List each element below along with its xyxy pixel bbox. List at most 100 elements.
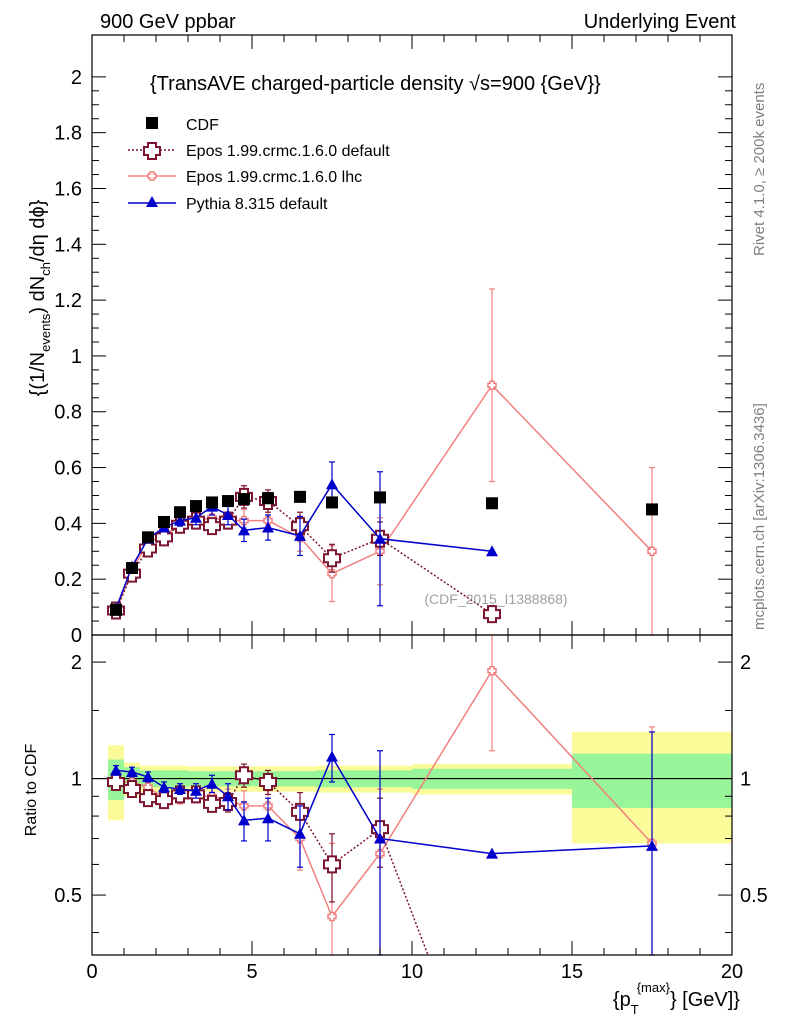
pythia-marker	[294, 529, 306, 541]
ratio-epos-default-marker	[107, 772, 125, 791]
ratio-x-tick-label: 15	[561, 961, 583, 983]
ratio-pythia-marker	[190, 784, 202, 796]
main-plot-panel: 0 0.2 0.4 0.6 0.8 1 1.2 1.4 1.6 1.8 2 {TransAVE ch…	[27, 34, 733, 647]
ratio-plot-panel: 0.5 0.5 1 1 2 2 0 5 10 15 20 Ratio to CDF {pT {max…	[23, 634, 768, 1017]
pythia-marker	[374, 532, 386, 544]
ratio-y-tick-label-right: 2	[740, 652, 751, 674]
pythia-line	[115, 483, 493, 609]
xlabel-sup: {max}	[637, 980, 671, 995]
main-y-tick-label: 0.6	[54, 458, 82, 480]
ratio-pythia-marker	[142, 770, 154, 782]
ratio-y-tick-label-left: 2	[71, 652, 82, 674]
cdf-data-point	[222, 495, 234, 508]
x-axis-label: {pT {max}} [GeV]}	[613, 980, 740, 1017]
main-y-tick-label: 1.2	[54, 290, 82, 312]
ylabel-sub-events: events	[38, 313, 53, 352]
legend-label-pythia: Pythia 8.315 default	[186, 196, 328, 213]
pythia-marker	[486, 545, 498, 557]
plot-title: {TransAVE charged-particle density √s=90…	[150, 73, 601, 95]
legend-marker-epos-default	[143, 142, 161, 160]
ratio-pythia-marker	[374, 832, 386, 844]
cdf-data-point	[110, 603, 122, 616]
cdf-data-point	[126, 562, 138, 575]
ratio-y-tick-label-right: 1	[740, 769, 751, 791]
ratio-x-tick-label: 5	[246, 961, 257, 983]
ratio-y-tick-label-left: 0.5	[54, 885, 82, 907]
legend-label-cdf: CDF	[186, 117, 219, 134]
ratio-epos-default-marker	[123, 779, 141, 798]
cdf-data-point	[158, 515, 170, 528]
main-y-tick-label: 1.4	[54, 234, 82, 256]
pythia-marker	[174, 514, 186, 526]
ylabel-part-1: {(1/N	[27, 352, 49, 396]
main-y-tick-label: 0	[71, 625, 82, 647]
ratio-pythia-marker	[238, 814, 250, 826]
legend-label-epos-lhc: Epos 1.99.crmc.1.6.0 lhc	[186, 169, 362, 186]
header-right: Underlying Event	[584, 11, 737, 33]
ratio-y-tick-label-right: 0.5	[740, 885, 768, 907]
ratio-pythia-marker	[486, 847, 498, 859]
xlabel-part-1: {p	[613, 989, 631, 1011]
cdf-data-point	[262, 492, 274, 505]
epos-lhc-marker	[327, 568, 337, 579]
cdf-data-point	[374, 491, 386, 504]
analysis-watermark: (CDF_2015_I1388868)	[424, 591, 567, 607]
ratio-epos-default-marker	[155, 791, 173, 810]
ratio-pythia-marker	[126, 765, 138, 777]
ylabel-part-2: ) dN	[27, 276, 49, 314]
pythia-marker	[262, 521, 274, 533]
ratio-pythia-marker	[326, 750, 338, 762]
ylabel-part-3: /dη dϕ}	[27, 199, 49, 262]
main-y-tick-label: 1.8	[54, 123, 82, 145]
ratio-y-label: Ratio to CDF	[23, 744, 40, 837]
epos-default-marker	[203, 517, 221, 536]
ratio-epos-default-marker	[203, 794, 221, 813]
ratio-pythia-marker	[646, 839, 658, 851]
ratio-x-tick-label: 0	[86, 961, 97, 983]
rivet-label: Rivet 4.1.0, ≥ 200k events	[751, 83, 768, 256]
main-y-tick-label: 0.2	[54, 569, 82, 591]
ratio-pythia-marker	[262, 812, 274, 824]
ratio-pythia-marker	[174, 782, 186, 794]
legend: CDF Epos 1.99.crmc.1.6.0 default Epos 1.…	[128, 117, 390, 213]
ratio-epos-lhc-marker	[487, 665, 497, 676]
xlabel-sub: T	[631, 1002, 639, 1017]
ratio-epos-default-marker	[139, 789, 157, 808]
cdf-data-point	[142, 531, 154, 544]
cdf-data-point	[486, 497, 498, 510]
ratio-x-axis: 0 5 10 15 20	[86, 635, 743, 983]
pythia-marker	[326, 478, 338, 490]
main-y-axis: 0 0.2 0.4 0.6 0.8 1 1.2 1.4 1.6 1.8 2	[54, 35, 733, 647]
ratio-x-tick-label: 10	[401, 961, 423, 983]
pythia-marker	[222, 509, 234, 520]
main-y-label: {(1/Nevents) dNch/dη dϕ}	[27, 199, 53, 396]
epos-lhc-marker	[487, 380, 497, 390]
header-left: 900 GeV ppbar	[100, 11, 236, 33]
ratio-pythia-marker	[294, 827, 306, 839]
ratio-x-tick-label: 20	[721, 961, 743, 983]
epos-lhc-marker	[647, 546, 657, 557]
main-y-tick-label: 1	[71, 346, 82, 368]
svg-text:{(1/Nevents) dNch/dη dϕ}: {(1/Nevents) dNch/dη dϕ}	[27, 199, 53, 396]
ratio-pythia-marker	[206, 777, 218, 789]
ratio-pythia-marker	[222, 790, 234, 802]
ratio-plot-content	[92, 634, 732, 956]
epos-default-marker	[323, 549, 341, 568]
ratio-y-tick-label-left: 1	[71, 769, 82, 791]
mcplots-label: mcplots.cern.ch [arXiv:1306.3436]	[751, 403, 768, 630]
cdf-data-point	[238, 493, 250, 506]
main-y-tick-label: 0.4	[54, 513, 82, 535]
ylabel-sub-ch: ch	[38, 262, 53, 276]
legend-marker-pythia	[146, 196, 158, 207]
svg-text:{pT{max}} [GeV]}: {pT {max}} [GeV]}	[613, 980, 740, 1017]
xlabel-part-2: } [GeV]}	[670, 989, 740, 1011]
cdf-data-point	[294, 490, 306, 503]
ratio-epos-default-marker	[323, 855, 341, 874]
ratio-epos-default-marker	[259, 772, 277, 791]
legend-label-epos-default: Epos 1.99.crmc.1.6.0 default	[186, 143, 390, 160]
cdf-data-point	[206, 496, 218, 509]
ratio-y-axis: 0.5 0.5 1 1 2 2	[54, 652, 768, 934]
legend-marker-epos-lhc	[147, 171, 157, 181]
main-plot-content	[107, 288, 658, 636]
